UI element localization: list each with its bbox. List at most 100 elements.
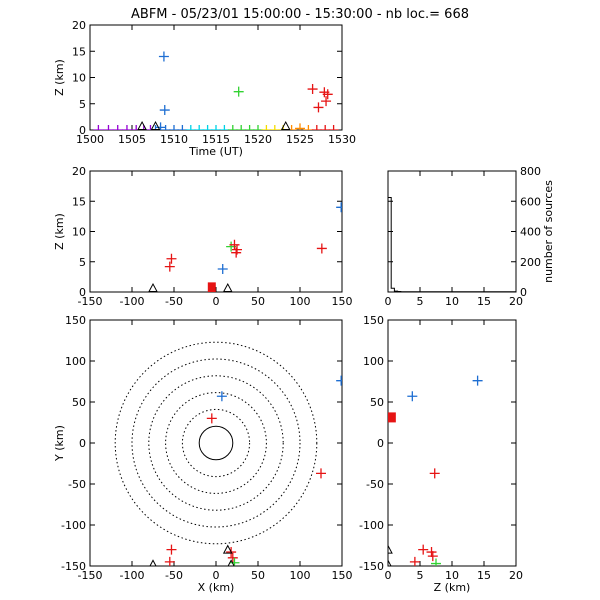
- source-marker: [216, 391, 227, 402]
- source-marker: [166, 544, 177, 555]
- y-axis-label: number of sources: [542, 180, 555, 283]
- y-axis-label: Z (km): [53, 213, 66, 250]
- plot-frame: [89, 170, 343, 293]
- source-marker: [426, 547, 437, 558]
- source-marker: [409, 556, 420, 566]
- source-marker: [407, 391, 418, 402]
- y-tick-label: 0: [79, 124, 86, 137]
- x-tick-label: 20: [509, 295, 523, 308]
- plot-area: [388, 375, 483, 566]
- plot-frame: [387, 319, 517, 567]
- y-tick-label: -50: [366, 478, 384, 491]
- plot-frame: [89, 319, 343, 567]
- source-marker: [321, 96, 332, 107]
- source-marker: [429, 468, 440, 479]
- histogram-steps: [388, 196, 516, 292]
- y-tick-label: 200: [520, 256, 541, 269]
- plot-area: [148, 202, 342, 292]
- y-tick-label: 800: [520, 165, 541, 178]
- plot-area: [388, 196, 516, 292]
- station-triangle: [150, 120, 161, 130]
- x-axis-label: X (km): [198, 581, 235, 594]
- panel-time_height: 1500 1505 1510 1515 1520 1525 153005101520Time…: [53, 19, 356, 158]
- range-ring: [114, 341, 318, 545]
- y-tick-label: 20: [72, 165, 86, 178]
- y-tick-label: 150: [65, 314, 86, 327]
- station-triangle: [280, 120, 291, 130]
- y-tick-label: 10: [72, 72, 86, 85]
- x-tick-label: -100: [120, 295, 145, 308]
- station-triangle: [222, 544, 233, 554]
- source-marker: [158, 51, 169, 62]
- x-axis-label: Time (UT): [188, 145, 243, 158]
- station-triangle: [388, 559, 392, 566]
- source-marker: [336, 375, 342, 386]
- y-tick-label: 0: [377, 437, 384, 450]
- x-tick-label: 1520: [244, 133, 272, 146]
- source-marker: [206, 413, 217, 424]
- y-tick-label: 15: [72, 45, 86, 58]
- station-triangle: [388, 544, 393, 554]
- source-marker: [164, 556, 175, 566]
- source-marker: [244, 125, 255, 130]
- y-tick-label: 0: [79, 437, 86, 450]
- source-marker: [233, 86, 244, 97]
- source-marker: [155, 122, 166, 130]
- panel-x_height: -150 -100 -50 0 50 100 150 0 5 10 15 20 Z (km): [53, 165, 353, 308]
- y-tick-label: 15: [72, 195, 86, 208]
- source-marker: [236, 125, 247, 130]
- source-marker: [177, 125, 188, 130]
- station-triangle: [148, 282, 158, 292]
- x-tick-label: 150: [332, 295, 353, 308]
- source-marker: [169, 125, 179, 130]
- source-marker: [303, 125, 314, 130]
- plot-area: [114, 341, 342, 566]
- x-tick-label: 100: [290, 295, 311, 308]
- x-tick-label: 1525: [286, 133, 314, 146]
- y-tick-label: -150: [359, 560, 384, 573]
- range-ring: [198, 425, 234, 461]
- range-ring: [165, 392, 267, 494]
- x-tick-label: 1500: [76, 133, 104, 146]
- x-tick-label: 5: [417, 569, 424, 582]
- x-tick-label: 1505: [118, 133, 146, 146]
- range-ring: [131, 358, 301, 528]
- x-tick-label: 1530: [328, 133, 356, 146]
- plot-area: [93, 51, 339, 130]
- y-tick-label: 0: [79, 286, 86, 299]
- range-ring: [148, 375, 284, 511]
- source-marker: [160, 125, 171, 130]
- station-triangle: [222, 282, 233, 292]
- x-tick-label: -150: [78, 295, 103, 308]
- x-tick-label: -50: [165, 295, 183, 308]
- y-tick-label: 0: [520, 286, 527, 299]
- y-tick-label: 50: [370, 396, 384, 409]
- source-marker: [231, 247, 242, 258]
- x-tick-label: 0: [213, 569, 220, 582]
- source-marker: [185, 125, 196, 130]
- source-marker: [131, 125, 142, 130]
- source-marker: [418, 544, 429, 555]
- range-ring: [181, 408, 251, 478]
- source-marker: [261, 125, 272, 130]
- y-tick-label: 400: [520, 226, 541, 239]
- y-tick-label: 50: [72, 396, 86, 409]
- source-marker: [227, 125, 238, 130]
- x-axis-label: Z (km): [434, 581, 471, 594]
- panel-height_y: 0 5 10 15 20 -150 -100 -50 0 50 100 150 Z (km): [359, 314, 523, 594]
- plot-frame: [89, 24, 343, 131]
- x-tick-label: -50: [165, 569, 183, 582]
- station-triangle: [137, 120, 147, 130]
- x-tick-label: 100: [290, 569, 311, 582]
- source-marker: [159, 105, 170, 116]
- y-tick-label: 600: [520, 195, 541, 208]
- x-tick-label: -150: [78, 569, 103, 582]
- source-marker: [472, 375, 483, 386]
- y-tick-label: -50: [68, 478, 86, 491]
- source-marker: [138, 125, 149, 130]
- source-marker: [316, 243, 327, 254]
- source-marker: [295, 123, 305, 130]
- source-marker: [229, 239, 240, 250]
